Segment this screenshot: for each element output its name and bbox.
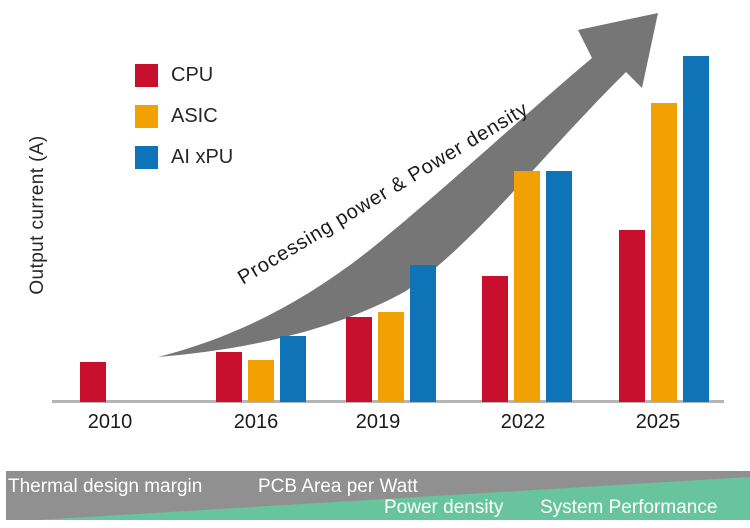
banner-label-thermal-design-margin: Thermal design margin bbox=[8, 476, 203, 497]
x-tick-2025: 2025 bbox=[635, 411, 681, 433]
bar-2025-asic bbox=[651, 103, 677, 402]
banner-label-system-performance: System Performance bbox=[540, 497, 718, 518]
x-tick-2016: 2016 bbox=[233, 411, 279, 433]
bar-2019-ai-xpu bbox=[410, 265, 436, 402]
bar-2022-cpu bbox=[482, 276, 508, 402]
bar-2010-cpu bbox=[80, 362, 106, 402]
x-tick-2019: 2019 bbox=[355, 411, 401, 433]
legend-swatch-asic bbox=[135, 105, 158, 128]
bar-2019-cpu bbox=[346, 317, 372, 402]
bar-2016-cpu bbox=[216, 352, 242, 402]
bar-2025-ai-xpu bbox=[683, 56, 709, 402]
x-tick-2010: 2010 bbox=[87, 411, 133, 433]
bar-2019-asic bbox=[378, 312, 404, 402]
bar-2016-ai-xpu bbox=[280, 336, 306, 402]
x-tick-2022: 2022 bbox=[500, 411, 546, 433]
banner-label-power-density: Power density bbox=[384, 497, 504, 518]
legend-swatch-cpu bbox=[135, 64, 158, 87]
bar-2022-asic bbox=[514, 171, 540, 402]
bar-2016-asic bbox=[248, 360, 274, 402]
bar-2025-cpu bbox=[619, 230, 645, 402]
banner-label-pcb-area-per-watt: PCB Area per Watt bbox=[258, 476, 418, 497]
legend-swatch-ai-xpu bbox=[135, 146, 158, 169]
bar-2022-ai-xpu bbox=[546, 171, 572, 402]
